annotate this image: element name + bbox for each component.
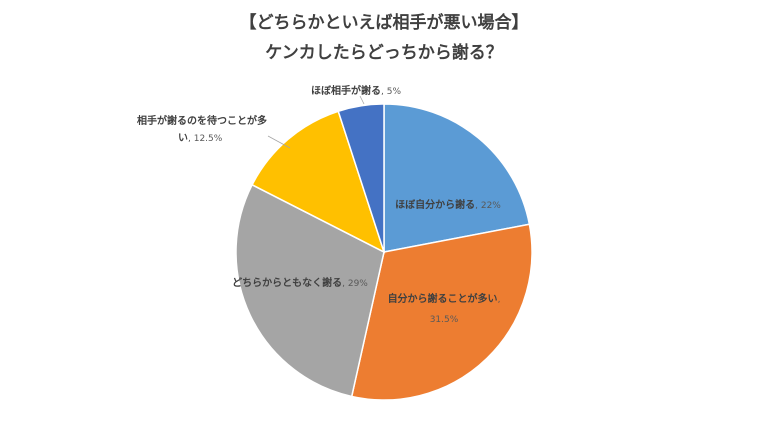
- pie-slice-self-often: [350, 223, 533, 401]
- slice-label-wait-line2: い, 12.5%: [178, 133, 223, 144]
- pie-slice-self-almost: [383, 103, 531, 253]
- leader-line-wait: [267, 135, 291, 149]
- pie-slices: [235, 103, 533, 401]
- pie-slice-wait: [251, 110, 386, 254]
- pie-slice-either: [235, 183, 385, 398]
- slice-label-self-almost: ほぼ自分から謝る, 22%: [395, 198, 501, 211]
- chart-subtitle: ケンカしたらどっちから謝る？: [265, 42, 503, 63]
- slice-label-other-almost: ほぼ相手が謝る, 5%: [311, 84, 401, 97]
- slice-label-self-often: 自分から謝ることが多い,: [388, 292, 501, 305]
- slice-label-wait: 相手が謝るのを待つことが多: [137, 114, 267, 127]
- leader-line-other: [359, 95, 365, 105]
- pie-slice-other-almost: [337, 103, 385, 253]
- slice-label-either: どちらからともなく謝る, 29%: [232, 276, 368, 289]
- chart-title: 【どちらかといえば相手が悪い場合】: [240, 12, 529, 33]
- slice-value-self-often: 31.5%: [430, 315, 459, 325]
